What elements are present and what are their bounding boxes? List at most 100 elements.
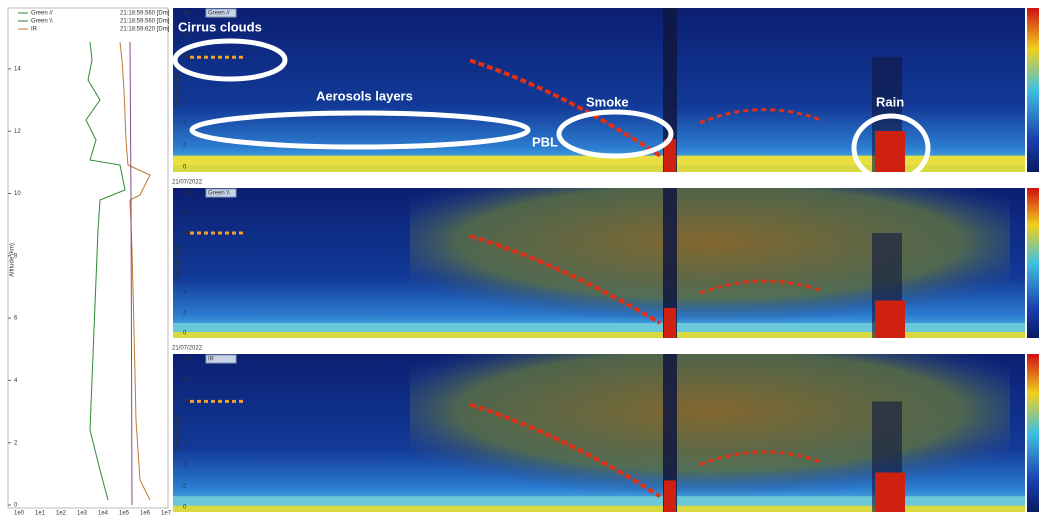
panel-tab-label: Green // [208, 11, 230, 17]
smoke-layer [469, 234, 662, 325]
legend-entry: Green // [31, 11, 53, 17]
annotation-ellipse [556, 109, 674, 159]
y-tick-label: 6 [14, 316, 18, 322]
profile-lines [85, 41, 151, 506]
distance-tick-label: 4 [183, 121, 187, 127]
panel-y-label: Distance (km) [176, 244, 182, 281]
rain-red [664, 308, 676, 338]
x-tick-label: 1e4 [98, 511, 109, 517]
cloud-layer [699, 450, 821, 466]
panel-tab-label: IR [208, 357, 215, 363]
distance-tick-label: 6 [183, 441, 187, 447]
pbl-band [173, 155, 1025, 166]
y-tick-label: 4 [14, 378, 18, 384]
distance-tick-label: 0 [183, 505, 187, 511]
x-tick-label: 1e2 [56, 511, 67, 517]
distance-tick-label: 6 [183, 99, 187, 105]
distance-tick-label: 14 [183, 11, 190, 17]
distance-tick-label: 4 [183, 462, 187, 468]
profile-frame [7, 7, 169, 509]
pbl-band [173, 323, 1025, 332]
panel-y-label: Distance (km) [176, 71, 182, 108]
y-tick-label: 14 [14, 66, 21, 72]
y-tick-label: 10 [14, 191, 21, 197]
annotation-label: PBL [532, 134, 558, 149]
smoke-layer [469, 402, 662, 498]
ground-band [173, 332, 1025, 338]
panel-date: 21/07/2022 [172, 346, 203, 352]
distance-tick-label: 8 [183, 77, 187, 83]
legend-entry: Green \\ [31, 19, 53, 25]
x-tick-label: 1e0 [14, 511, 25, 517]
cloud-layer [699, 279, 821, 295]
quicklook-panel: Green \\ Distance (km) 0 2 4 6 8 10 12 14 21/07/20… [172, 180, 1039, 338]
colorbar [1027, 8, 1039, 172]
y-tick-label: 8 [14, 253, 18, 259]
rain-red [875, 300, 905, 338]
distance-tick-label: 10 [183, 55, 190, 61]
annotation-label: Cirrus clouds [178, 19, 262, 34]
distance-tick-label: 12 [183, 378, 190, 384]
panel-tab [205, 354, 237, 364]
annotation-label: Smoke [586, 94, 629, 109]
rain-column [663, 8, 677, 172]
distance-tick-label: 10 [183, 399, 190, 405]
ground-band [173, 165, 1025, 172]
ground-band [173, 505, 1025, 512]
y-axis-label: Altitude (km) [10, 243, 16, 277]
distance-tick-label: 6 [183, 271, 187, 277]
annotation-ellipse [189, 110, 531, 150]
distance-tick-label: 8 [183, 251, 187, 257]
ir-profile [119, 41, 151, 501]
annotation-label: Aerosols layers [316, 88, 413, 103]
annotation-ellipse [172, 38, 288, 82]
noise-region [410, 188, 1010, 323]
smoke-layer [469, 58, 662, 158]
green-profile [85, 41, 126, 501]
x-tick-label: 1e7 [161, 511, 172, 517]
x-tick-label: 1e5 [119, 511, 130, 517]
distance-tick-label: 12 [183, 33, 190, 39]
rain-column [663, 188, 677, 338]
colorbar [1027, 188, 1039, 338]
distance-tick-label: 0 [183, 331, 187, 337]
panel-tab-label: Green \\ [208, 191, 230, 197]
cloud-layer [699, 108, 821, 125]
rain-red [875, 472, 905, 512]
pbl-band [173, 496, 1025, 506]
y-tick-label: 2 [14, 440, 18, 446]
y-tick-label: 0 [14, 503, 18, 509]
legend-entry: IR [31, 27, 38, 33]
distance-tick-label: 0 [183, 165, 187, 171]
timestamp: 21:18:59.560 [Dm] [120, 11, 170, 17]
colorbar [1027, 354, 1039, 512]
y-tick-label: 12 [14, 129, 21, 135]
rain-red [664, 139, 676, 172]
noise-region [410, 354, 1010, 497]
distance-tick-label: 2 [183, 143, 187, 149]
panel-y-label: Distance (km) [176, 414, 182, 451]
quicklook-panel: IR Distance (km) 0 2 4 6 8 10 12 14 21/07/2022 [172, 346, 1039, 512]
x-tick-label: 1e1 [35, 511, 46, 517]
panel-date: 21/07/2022 [172, 180, 203, 186]
distance-tick-label: 4 [183, 291, 187, 297]
distance-tick-label: 10 [183, 231, 190, 237]
x-tick-label: 1e6 [140, 511, 151, 517]
panel-tab [205, 8, 237, 18]
distance-tick-label: 14 [183, 357, 190, 363]
timestamp: 21:18:59.560 [Dm] [120, 19, 170, 25]
annotation-ellipse [851, 113, 931, 183]
rain-red [875, 131, 905, 172]
annotation-label: Rain [876, 94, 904, 109]
rain-red [664, 480, 676, 512]
rain-column [663, 354, 677, 512]
distance-tick-label: 8 [183, 420, 187, 426]
distance-tick-label: 14 [183, 191, 190, 197]
distance-tick-label: 12 [183, 211, 190, 217]
distance-tick-label: 2 [183, 311, 187, 317]
distance-tick-label: 2 [183, 483, 187, 489]
molecular-profile [129, 41, 133, 506]
x-tick-label: 1e3 [77, 511, 88, 517]
timestamp: 21:18:59.620 [Dm] [120, 27, 170, 33]
